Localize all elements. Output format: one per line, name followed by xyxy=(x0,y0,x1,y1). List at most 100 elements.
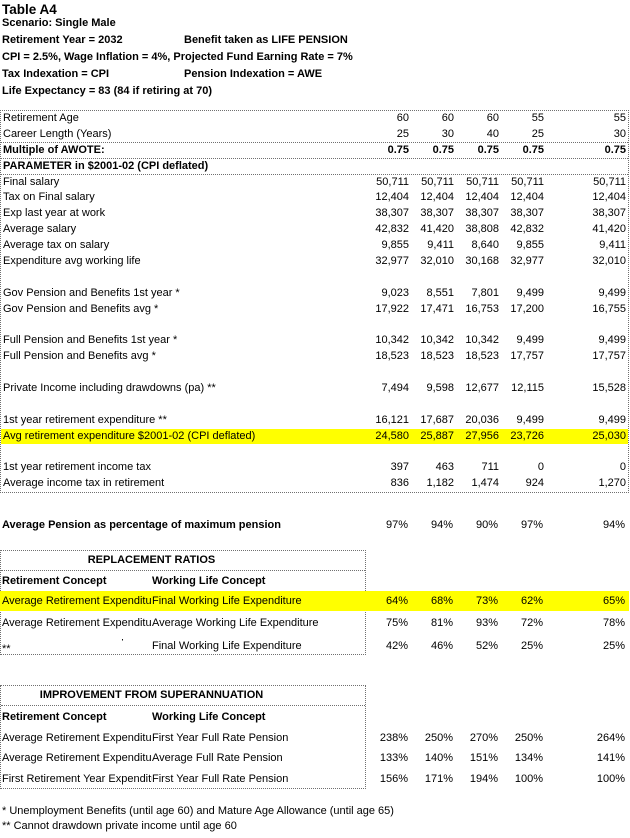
cell-value xyxy=(456,397,501,413)
row-label: Multiple of AWOTE: xyxy=(3,143,105,156)
cell-value: 78% xyxy=(602,617,625,629)
row-label: Average Pension as percentage of maximum… xyxy=(2,519,281,531)
spacer-row xyxy=(1,444,628,460)
cell-value xyxy=(501,270,546,286)
table-row: Private Income including drawdowns (pa) … xyxy=(1,381,628,397)
cell-value: 7,801 xyxy=(471,286,499,299)
cell-value: 924 xyxy=(525,477,544,490)
column-header-retirement-concept: Retirement Concept xyxy=(2,575,107,587)
cell-value xyxy=(546,365,628,381)
replacement-ratios-title: REPLACEMENT RATIOS xyxy=(1,551,365,571)
cell-value: 25% xyxy=(520,640,543,652)
row-label xyxy=(1,365,369,381)
cell-value: 171% xyxy=(424,773,453,785)
benefit-text: Benefit taken as LIFE PENSION xyxy=(184,34,348,46)
table-row: Exp last year at work 38,307 38,307 38,307 3… xyxy=(1,206,628,222)
row-label: Gov Pension and Benefits avg * xyxy=(3,302,159,315)
row-label: First Year Full Rate Pension xyxy=(152,773,289,785)
cell-value: 38,808 xyxy=(465,223,499,236)
table-row: Average income tax in retirement 836 1,182… xyxy=(1,476,628,492)
table-row: 1st year retirement expenditure ** 16,121… xyxy=(1,413,628,429)
cell-value: 151% xyxy=(469,752,498,764)
cell-value: 17,757 xyxy=(592,350,626,363)
cell-value: 50,711 xyxy=(593,175,626,188)
cell-value xyxy=(411,317,456,333)
cell-value: 140% xyxy=(424,752,453,764)
cell-value: 40 xyxy=(486,127,499,140)
table-row: Average Retirement Expenditure Average W… xyxy=(0,611,629,636)
average-pension-row: Average Pension as percentage of maximum… xyxy=(0,517,629,534)
cell-value xyxy=(369,397,411,413)
table-row: Multiple of AWOTE: 0.75 0.75 0.75 0.75 0.75 xyxy=(1,143,628,159)
cell-value: 12,404 xyxy=(375,191,409,204)
row-label: Full Pension and Benefits avg * xyxy=(3,350,156,363)
cell-value: 9,855 xyxy=(516,239,544,251)
cell-value: 0.75 xyxy=(477,143,499,156)
cell-value: 42,832 xyxy=(510,223,544,236)
cell-value: 12,115 xyxy=(511,381,544,394)
cell-value: 24,580 xyxy=(375,429,409,442)
cell-value: 30,168 xyxy=(465,254,499,267)
cell-value: 9,499 xyxy=(598,413,626,426)
row-label: Gov Pension and Benefits 1st year * xyxy=(3,286,180,299)
table-row: Expenditure avg working life 32,977 32,010… xyxy=(1,254,628,270)
cell-value: 9,855 xyxy=(381,239,409,251)
cell-value: 42,832 xyxy=(375,223,409,236)
cell-value xyxy=(411,365,456,381)
cell-value: 38,307 xyxy=(510,207,544,220)
cell-value: 0 xyxy=(619,461,626,474)
cell-value: 9,499 xyxy=(516,334,544,347)
cell-value xyxy=(411,397,456,413)
page-title: Table A4 xyxy=(2,2,57,17)
cell-value: 41,420 xyxy=(420,223,454,236)
cell-value: 97% xyxy=(520,519,543,531)
row-label: Average income tax in retirement xyxy=(3,477,165,490)
cell-value xyxy=(456,365,501,381)
cell-value xyxy=(456,270,501,286)
retirement-year-line: Retirement Year = 2032 Benefit taken as … xyxy=(2,34,348,46)
row-label: Average Retirement Expenditure xyxy=(2,617,152,629)
scenario-line: Scenario: Single Male xyxy=(2,17,116,29)
cell-value: 55 xyxy=(613,112,626,124)
cell-value xyxy=(501,317,546,333)
cell-value: 38,307 xyxy=(375,207,409,220)
cell-value: 50,711 xyxy=(376,175,409,188)
cell-value: 141% xyxy=(596,752,625,764)
cell-value xyxy=(546,397,628,413)
cell-value: 12,677 xyxy=(465,381,499,394)
row-label: Average Full Rate Pension xyxy=(152,752,283,764)
cell-value: 0 xyxy=(537,461,544,474)
cell-value: 8,551 xyxy=(426,286,454,299)
cell-value: 15,528 xyxy=(592,381,626,394)
asterisks-label: ** xyxy=(2,643,11,655)
cell-value: 16,753 xyxy=(465,302,499,315)
cell-value: 23,726 xyxy=(510,429,544,442)
table-row: Average tax on salary 9,855 9,411 8,640 9,85… xyxy=(1,238,628,254)
cell-value: 0.75 xyxy=(387,143,409,156)
cell-value: 94% xyxy=(430,519,453,531)
retirement-year-text: Retirement Year = 2032 xyxy=(2,34,123,46)
cell-value: 463 xyxy=(435,461,454,474)
table-row: 1st year retirement income tax 397 463 711 0… xyxy=(1,460,628,476)
cell-value: 17,687 xyxy=(420,413,454,426)
improvement-section: IMPROVEMENT FROM SUPERANNUATION Retireme… xyxy=(0,685,629,790)
row-label: Expenditure avg working life xyxy=(3,254,141,267)
table-row: First Retirement Year Expenditure First … xyxy=(0,769,629,789)
tax-indexation-text: Tax Indexation = CPI xyxy=(2,68,110,80)
row-label: Average tax on salary xyxy=(3,239,110,251)
row-label-clipped: First Retirement Year Expenditure ** xyxy=(0,639,152,656)
row-label: First Year Full Rate Pension xyxy=(152,732,289,744)
row-label: Average Retirement Expenditure xyxy=(2,732,152,744)
cell-value: 9,411 xyxy=(599,239,626,251)
cell-value: 711 xyxy=(481,461,499,474)
cell-value: 17,471 xyxy=(420,302,454,315)
row-label: Final Working Life Expenditure xyxy=(152,640,302,652)
cell-value: 134% xyxy=(514,752,543,764)
cell-value: 9,598 xyxy=(426,381,454,394)
footnote-single-asterisk: * Unemployment Benefits (until age 60) a… xyxy=(2,805,394,817)
row-label xyxy=(1,317,369,333)
cell-value: 73% xyxy=(475,595,498,607)
cell-value: 12,404 xyxy=(592,191,626,204)
table-row: Average Retirement Expenditure Final Wor… xyxy=(0,591,629,611)
cell-value: 62% xyxy=(520,595,543,607)
